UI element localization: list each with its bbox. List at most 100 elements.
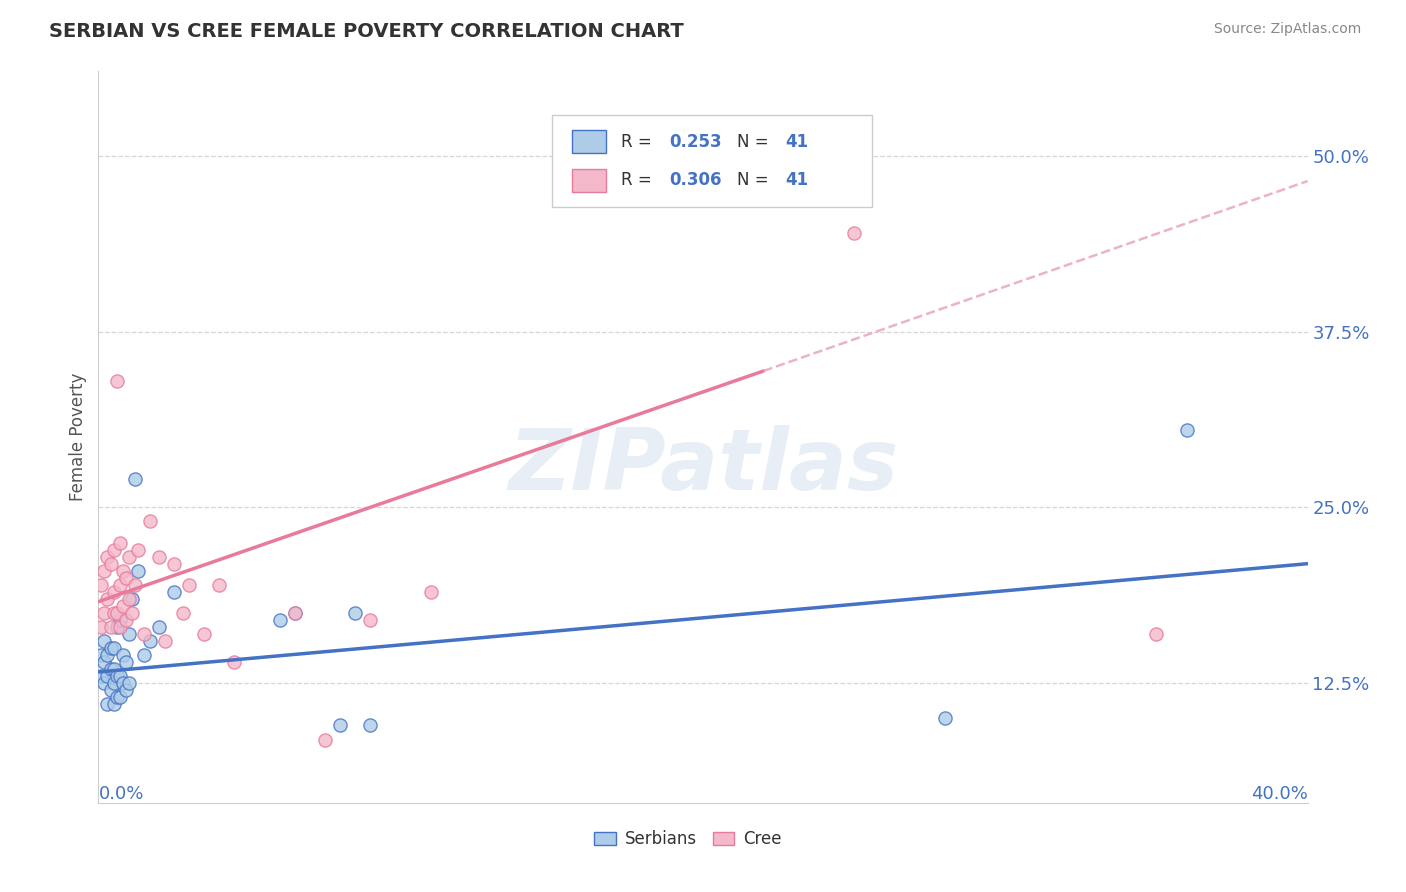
Point: [96, 669, 118, 683]
Point: [269, 613, 291, 627]
Point: [103, 606, 125, 620]
Bar: [595, 832, 616, 846]
Point: [100, 641, 122, 656]
Text: Source: ZipAtlas.com: Source: ZipAtlas.com: [1213, 22, 1361, 37]
FancyBboxPatch shape: [551, 115, 872, 207]
Point: [100, 620, 122, 634]
Point: [90, 648, 112, 662]
Bar: [572, 169, 606, 192]
Point: [114, 571, 136, 585]
Point: [90, 669, 112, 683]
Point: [96, 591, 118, 606]
Point: [103, 698, 125, 712]
Point: [105, 606, 128, 620]
Text: N =: N =: [737, 171, 773, 189]
Point: [132, 648, 155, 662]
Point: [118, 627, 141, 641]
Point: [360, 613, 382, 627]
Point: [108, 613, 131, 627]
Point: [139, 634, 162, 648]
Point: [108, 690, 131, 705]
Point: [90, 620, 112, 634]
Point: [111, 676, 134, 690]
Text: Serbians: Serbians: [624, 830, 696, 847]
Bar: [572, 130, 606, 153]
Point: [153, 634, 176, 648]
Point: [90, 578, 112, 592]
Y-axis label: Female Poverty: Female Poverty: [69, 373, 87, 501]
Point: [132, 627, 155, 641]
Point: [1144, 627, 1167, 641]
Text: R =: R =: [621, 133, 657, 151]
Point: [114, 613, 136, 627]
Point: [105, 374, 128, 388]
Point: [103, 542, 125, 557]
Point: [108, 669, 131, 683]
Point: [118, 676, 141, 690]
Point: [360, 718, 382, 732]
Text: ZIPatlas: ZIPatlas: [508, 425, 898, 508]
Text: 0.306: 0.306: [669, 171, 721, 189]
Point: [124, 472, 146, 486]
Point: [172, 606, 194, 620]
Point: [844, 226, 866, 240]
Point: [934, 711, 956, 725]
Text: Cree: Cree: [742, 830, 782, 847]
Point: [111, 564, 134, 578]
Text: 40.0%: 40.0%: [1251, 785, 1308, 803]
Point: [105, 690, 128, 705]
Point: [118, 591, 141, 606]
Text: SERBIAN VS CREE FEMALE POVERTY CORRELATION CHART: SERBIAN VS CREE FEMALE POVERTY CORRELATI…: [49, 22, 683, 41]
Point: [93, 606, 115, 620]
Point: [139, 515, 162, 529]
Point: [103, 676, 125, 690]
Point: [114, 683, 136, 698]
Point: [121, 591, 143, 606]
Point: [108, 535, 131, 549]
Point: [96, 549, 118, 564]
Point: [96, 648, 118, 662]
Point: [329, 718, 352, 732]
Point: [93, 676, 115, 690]
Point: [314, 732, 336, 747]
Point: [93, 634, 115, 648]
Text: N =: N =: [737, 133, 773, 151]
Point: [193, 627, 215, 641]
Point: [127, 564, 149, 578]
Point: [93, 655, 115, 669]
Text: 0.253: 0.253: [669, 133, 721, 151]
Point: [1175, 423, 1198, 437]
Point: [284, 606, 307, 620]
Point: [108, 620, 131, 634]
Point: [96, 698, 118, 712]
Point: [163, 557, 186, 571]
Bar: [713, 832, 734, 846]
Point: [224, 655, 246, 669]
Point: [148, 549, 170, 564]
Point: [103, 584, 125, 599]
Point: [344, 606, 367, 620]
Text: 41: 41: [785, 133, 808, 151]
Point: [124, 578, 146, 592]
Point: [111, 599, 134, 613]
Text: R =: R =: [621, 171, 657, 189]
Text: 0.0%: 0.0%: [98, 785, 143, 803]
Point: [100, 662, 122, 676]
Point: [100, 683, 122, 698]
Point: [111, 648, 134, 662]
Point: [179, 578, 201, 592]
Point: [103, 662, 125, 676]
Point: [127, 542, 149, 557]
Point: [118, 549, 141, 564]
Point: [108, 578, 131, 592]
Point: [103, 641, 125, 656]
Point: [105, 620, 128, 634]
Point: [114, 655, 136, 669]
Point: [208, 578, 231, 592]
Point: [163, 584, 186, 599]
Point: [420, 584, 443, 599]
Point: [105, 669, 128, 683]
Point: [93, 564, 115, 578]
Point: [121, 606, 143, 620]
Text: 41: 41: [785, 171, 808, 189]
